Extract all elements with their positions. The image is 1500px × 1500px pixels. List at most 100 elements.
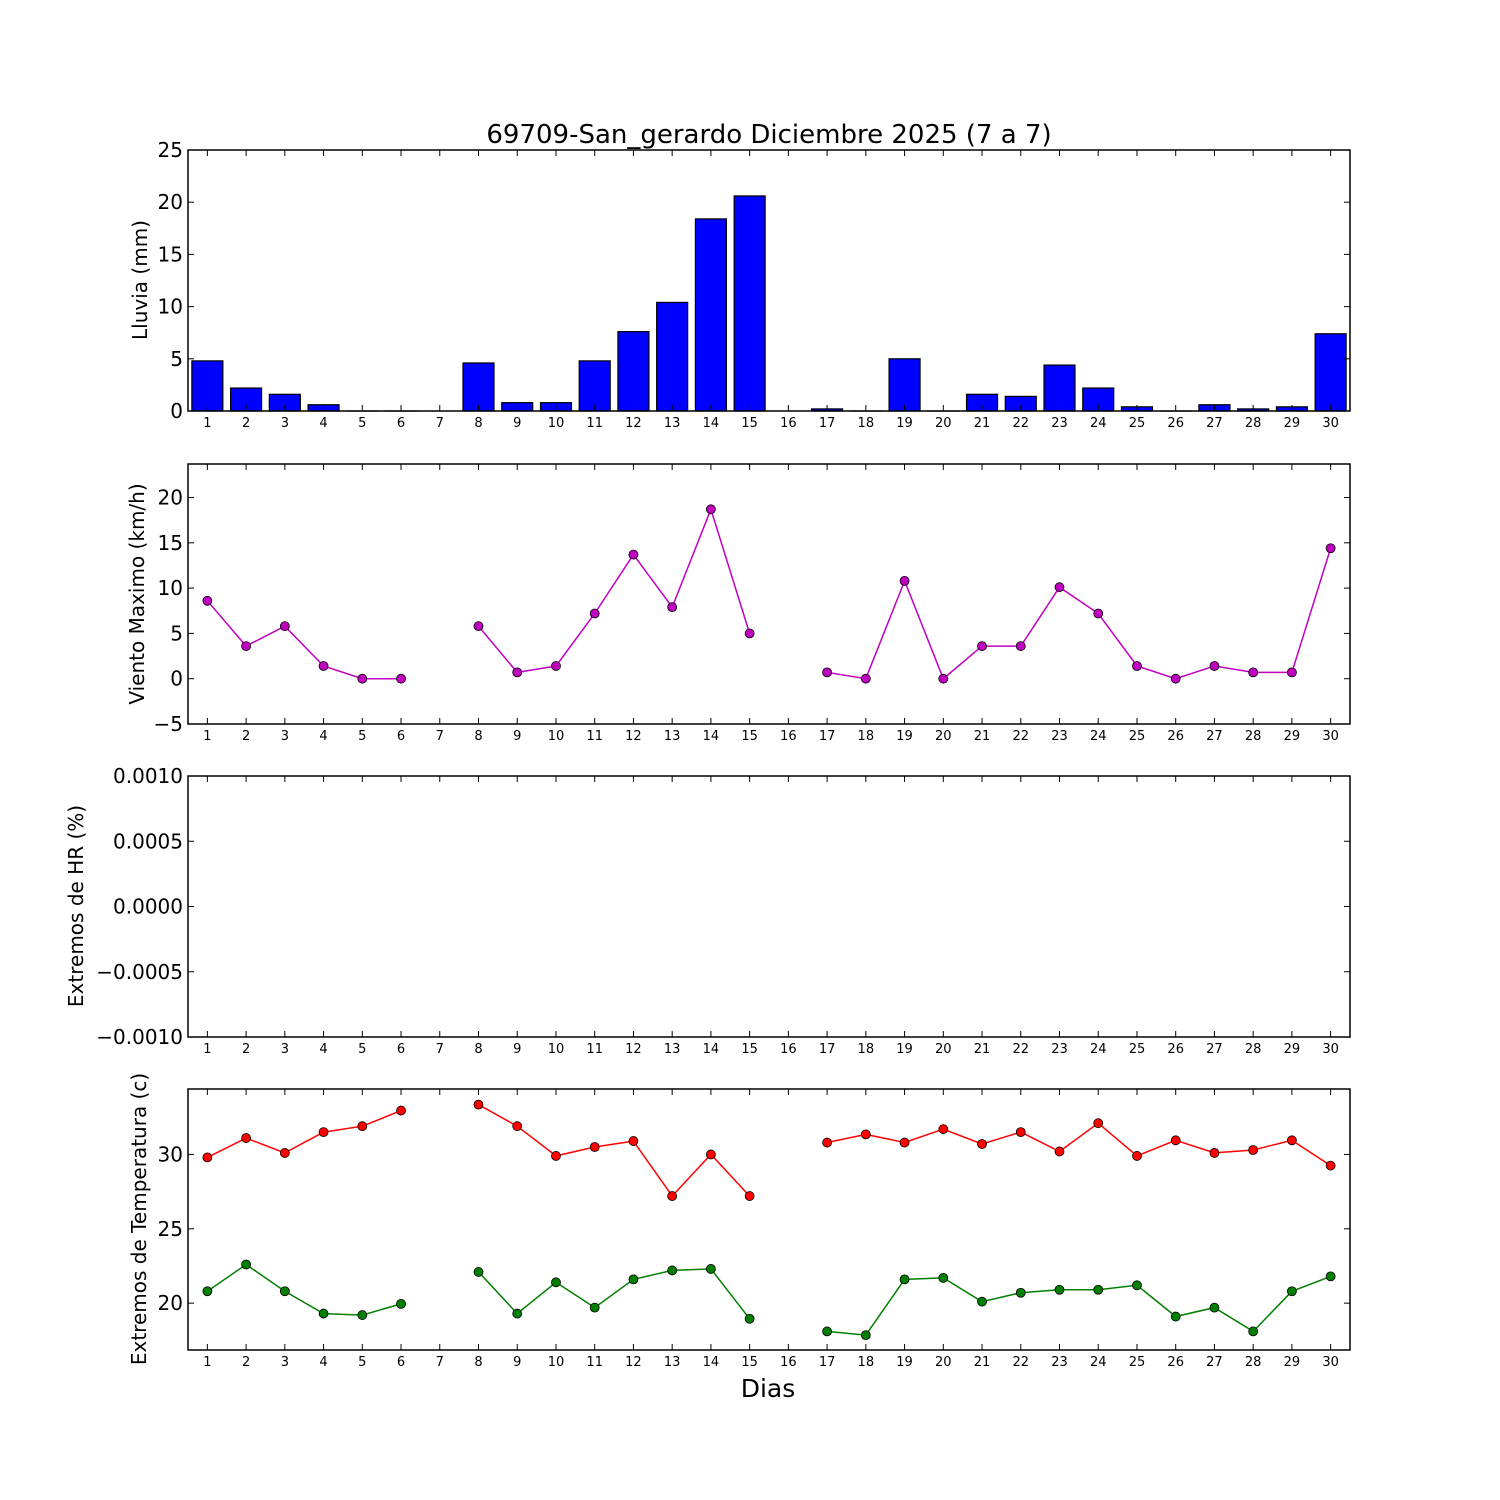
temperature-maxima-point-day-28 bbox=[1248, 1145, 1259, 1155]
wind-xtick-label: 28 bbox=[1245, 729, 1262, 744]
temperature-xtick-label: 24 bbox=[1090, 1355, 1107, 1370]
wind-axes-frame bbox=[187, 463, 1351, 725]
wind-xtick-label: 3 bbox=[281, 729, 289, 744]
temperature-minima-point-day-3 bbox=[279, 1286, 290, 1297]
temperature-minima-point-day-18 bbox=[860, 1330, 871, 1341]
humidity-xtick-label: 25 bbox=[1129, 1042, 1146, 1057]
rain-bar-day-12 bbox=[617, 331, 650, 412]
rain-xtick-label: 15 bbox=[741, 416, 758, 431]
temperature-minima-point-day-13 bbox=[667, 1265, 678, 1276]
temperature-panel: 1 2 3 4 5 6 7 8 9 10 11 12 13 14 15 16 17 18 19 20 21 22 23 24 2… bbox=[158, 1088, 1351, 1370]
wind-xtick-label: 6 bbox=[397, 729, 405, 744]
temperature-minima-point-day-23 bbox=[1054, 1284, 1065, 1295]
rain-xtick-label: 24 bbox=[1090, 416, 1107, 431]
rain-xtick-label: 22 bbox=[1012, 416, 1029, 431]
temperature-minima-point-day-29 bbox=[1287, 1286, 1297, 1297]
temperature-maxima-point-day-26 bbox=[1170, 1135, 1181, 1146]
wind-ytick-label: −5 bbox=[154, 712, 183, 736]
temperature-maxima-point-day-15 bbox=[744, 1191, 755, 1201]
temperature-maxima-point-day-17 bbox=[822, 1137, 832, 1148]
temperature-xtick-label: 23 bbox=[1051, 1355, 1068, 1370]
rain-xtick-label: 9 bbox=[513, 416, 521, 431]
rain-xtick-label: 16 bbox=[780, 416, 797, 431]
temperature-xtick-label: 16 bbox=[780, 1355, 797, 1370]
wind-ytick-label: 10 bbox=[158, 576, 183, 600]
temperature-xtick-label: 12 bbox=[625, 1355, 642, 1370]
rain-xtick-label: 7 bbox=[436, 416, 444, 431]
temperature-maxima-point-day-25 bbox=[1132, 1151, 1142, 1161]
temperature-xtick-label: 29 bbox=[1284, 1355, 1301, 1370]
temperature-xtick-label: 26 bbox=[1167, 1355, 1184, 1370]
wind-point-day-25 bbox=[1132, 661, 1142, 671]
temperature-minima-point-day-8 bbox=[473, 1267, 484, 1277]
wind-xtick-label: 30 bbox=[1322, 729, 1339, 744]
wind-xtick-label: 8 bbox=[474, 729, 482, 744]
temperature-minima-point-day-5 bbox=[357, 1310, 368, 1320]
rain-ytick-label: 25 bbox=[158, 138, 183, 162]
humidity-xtick-label: 20 bbox=[935, 1042, 952, 1057]
wind-point-day-1 bbox=[202, 595, 213, 606]
humidity-xtick-label: 23 bbox=[1051, 1042, 1068, 1057]
wind-ylabel: Viento Maximo (km/h) bbox=[125, 483, 149, 704]
wind-point-day-28 bbox=[1248, 667, 1259, 678]
wind-point-day-18 bbox=[860, 673, 871, 684]
wind-point-day-14 bbox=[706, 504, 716, 515]
temperature-minima-point-day-4 bbox=[318, 1308, 329, 1319]
rain-bar-day-23 bbox=[1043, 364, 1076, 412]
wind-xtick-label: 13 bbox=[664, 729, 681, 744]
temperature-maxima-point-day-2 bbox=[241, 1133, 252, 1143]
temperature-ylabel: Extremos de Temperatura (c) bbox=[127, 1073, 151, 1365]
wind-point-day-15 bbox=[744, 628, 755, 639]
temperature-maxima-point-day-24 bbox=[1093, 1118, 1104, 1129]
temperature-minima-point-day-22 bbox=[1015, 1287, 1026, 1298]
humidity-xtick-label: 24 bbox=[1090, 1042, 1107, 1057]
temperature-ytick-label: 20 bbox=[158, 1291, 183, 1315]
temperature-maxima-point-day-10 bbox=[551, 1151, 561, 1161]
wind-line-segment bbox=[826, 548, 1332, 680]
wind-point-day-20 bbox=[938, 673, 949, 684]
humidity-ytick-label: −0.0010 bbox=[96, 1025, 183, 1049]
temperature-xtick-label: 27 bbox=[1206, 1355, 1223, 1370]
wind-xtick-label: 21 bbox=[974, 729, 991, 744]
temperature-xtick-label: 19 bbox=[896, 1355, 913, 1370]
rain-xtick-label: 27 bbox=[1206, 416, 1223, 431]
wind-point-day-24 bbox=[1093, 608, 1104, 619]
temperature-maxima-point-day-23 bbox=[1054, 1146, 1065, 1157]
temperature-xtick-label: 15 bbox=[741, 1355, 758, 1370]
rain-ylabel: Lluvia (mm) bbox=[128, 220, 152, 340]
temperature-xtick-label: 9 bbox=[513, 1355, 521, 1370]
wind-xtick-label: 23 bbox=[1051, 729, 1068, 744]
wind-point-day-17 bbox=[822, 667, 832, 678]
humidity-xtick-label: 10 bbox=[548, 1042, 565, 1057]
temperature-xtick-label: 6 bbox=[397, 1355, 405, 1370]
rain-xtick-label: 5 bbox=[358, 416, 366, 431]
humidity-xtick-label: 18 bbox=[858, 1042, 875, 1057]
wind-line-segment bbox=[477, 507, 751, 674]
temperature-maxima-point-day-22 bbox=[1015, 1127, 1026, 1138]
rain-xtick-label: 14 bbox=[703, 416, 720, 431]
rain-xtick-label: 12 bbox=[625, 416, 642, 431]
temperature-xtick-label: 22 bbox=[1012, 1355, 1029, 1370]
temperature-xtick-label: 3 bbox=[281, 1355, 289, 1370]
wind-xtick-label: 15 bbox=[741, 729, 758, 744]
rain-bar-day-14 bbox=[694, 218, 727, 412]
humidity-xtick-label: 21 bbox=[974, 1042, 991, 1057]
rain-xtick-label: 21 bbox=[974, 416, 991, 431]
temperature-minima-point-day-30 bbox=[1325, 1271, 1336, 1282]
temperature-maxima-point-day-13 bbox=[667, 1191, 678, 1201]
temperature-maxima-point-day-19 bbox=[899, 1137, 910, 1148]
temperature-minima-point-day-10 bbox=[551, 1277, 561, 1288]
rain-xtick-label: 2 bbox=[242, 416, 250, 431]
rain-ytick-label: 5 bbox=[170, 347, 183, 371]
rain-axes-frame bbox=[187, 149, 1351, 412]
humidity-xtick-label: 7 bbox=[436, 1042, 444, 1057]
rain-bar-day-11 bbox=[578, 360, 611, 412]
temperature-maxima-point-day-29 bbox=[1287, 1135, 1297, 1146]
temperature-maxima-line-segment bbox=[207, 1109, 402, 1159]
temperature-minima-line-segment bbox=[827, 1275, 1331, 1336]
temperature-maxima-point-day-12 bbox=[628, 1136, 639, 1146]
temperature-maxima-point-day-27 bbox=[1209, 1148, 1220, 1158]
humidity-ytick-label: 0.0000 bbox=[113, 895, 183, 919]
humidity-ytick-label: 0.0005 bbox=[113, 829, 183, 853]
wind-point-day-27 bbox=[1209, 661, 1220, 671]
